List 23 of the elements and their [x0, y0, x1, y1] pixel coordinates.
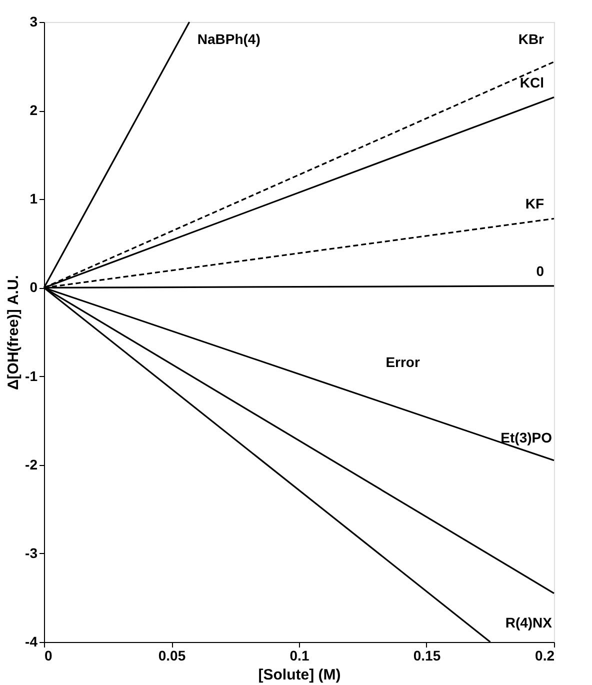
y-tick-label: -1: [25, 368, 38, 384]
x-tick-label: 0.05: [158, 648, 186, 664]
series-label: NaBPh(4): [197, 31, 260, 47]
x-tick-label: 0.1: [290, 648, 310, 664]
y-tick-label: 2: [30, 102, 38, 118]
series-label: Et(3)PO: [500, 429, 552, 446]
x-axis-title: [Solute] (M): [258, 666, 341, 684]
series-label: KF: [525, 196, 544, 212]
series-label: 0: [536, 262, 544, 279]
series-label: KCl: [520, 74, 544, 90]
y-axis-title: Δ[OH(free)] A.U.: [5, 275, 22, 390]
x-tick-label: 0.2: [535, 648, 555, 664]
annotation: Error: [386, 354, 420, 370]
y-tick-label: -3: [25, 544, 38, 561]
y-tick-label: 3: [30, 14, 38, 30]
series-label: KBr: [518, 30, 545, 47]
series-label: R(4)NX: [505, 614, 553, 630]
x-tick-label: 0: [44, 648, 52, 664]
x-tick-label: 0.15: [413, 648, 441, 664]
y-tick-label: 1: [30, 190, 38, 207]
y-tick-label: -4: [25, 634, 38, 650]
y-tick-label: -2: [25, 456, 38, 472]
y-tick-label: 0: [30, 279, 38, 296]
